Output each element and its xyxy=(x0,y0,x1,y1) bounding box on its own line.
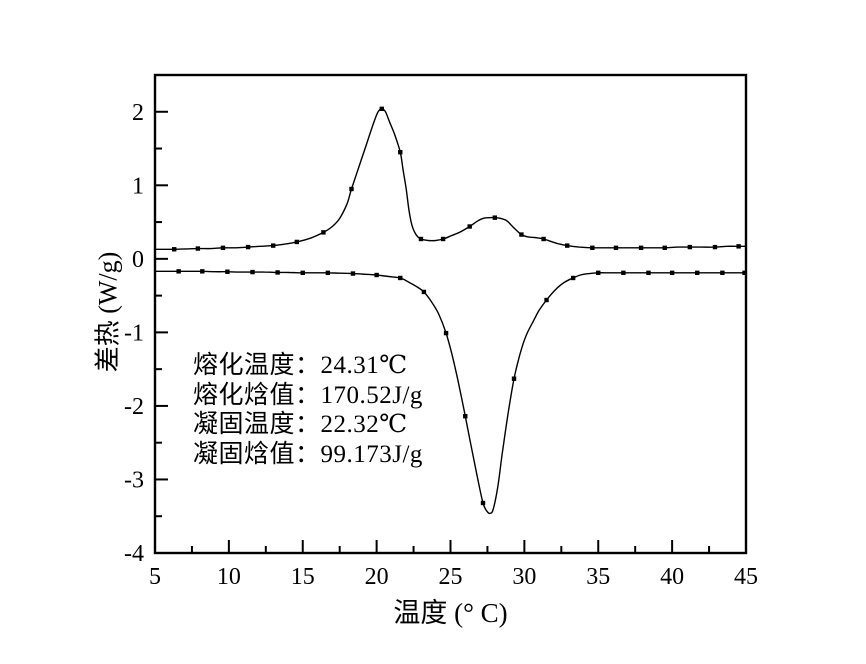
x-tick-label: 5 xyxy=(149,564,161,590)
melting-curve-marker xyxy=(541,236,546,242)
melting-curve-marker xyxy=(418,236,424,242)
y-tick-label: 0 xyxy=(132,247,144,273)
annotation-line-freezing-enthalpy: 凝固焓值：99.173J/g xyxy=(193,440,423,468)
x-tick-label: 40 xyxy=(660,564,684,590)
freezing-curve-marker xyxy=(325,270,331,276)
x-tick-label: 30 xyxy=(512,564,536,590)
melting-curve-marker xyxy=(613,245,619,251)
melting-curve-marker xyxy=(195,246,201,251)
y-tick-label: -3 xyxy=(124,467,144,493)
freezing-curve-marker xyxy=(374,272,379,278)
freezing-curve-marker xyxy=(544,297,549,303)
x-tick-label: 20 xyxy=(365,564,389,590)
melting-curve-marker xyxy=(398,150,403,155)
y-tick-label: -4 xyxy=(124,541,144,567)
melting-curve-marker xyxy=(379,106,384,112)
melting-curve-marker xyxy=(440,236,446,242)
melting-curve-marker xyxy=(321,230,326,235)
melting-curve-marker xyxy=(662,245,667,251)
x-tick-label: 15 xyxy=(291,564,315,590)
freezing-curve-marker xyxy=(176,269,181,274)
x-tick-label: 35 xyxy=(586,564,610,590)
x-tick-label: 10 xyxy=(217,564,241,590)
melting-curve xyxy=(155,108,746,250)
freezing-curve-marker xyxy=(695,270,700,276)
freezing-curve-marker xyxy=(443,330,449,336)
freezing-curve-marker xyxy=(275,270,280,275)
x-tick-label: 25 xyxy=(439,564,463,590)
y-tick-label: 2 xyxy=(132,100,144,126)
melting-curve-marker xyxy=(687,244,693,250)
melting-curve-marker xyxy=(565,243,570,248)
freezing-curve-marker xyxy=(250,269,255,275)
freezing-curve-marker xyxy=(421,289,427,295)
freezing-curve-marker xyxy=(200,269,205,274)
melting-curve-marker xyxy=(294,239,300,245)
freezing-curve xyxy=(154,270,747,515)
melting-curve-marker xyxy=(349,186,354,192)
melting-curve-marker xyxy=(638,245,644,251)
y-tick-label: -2 xyxy=(124,394,144,420)
freezing-curve-marker xyxy=(596,270,601,276)
melting-curve-marker xyxy=(172,247,177,252)
freezing-curve-marker xyxy=(621,270,626,276)
freezing-curve-marker xyxy=(225,269,230,274)
freezing-curve-marker xyxy=(646,270,651,276)
freezing-curve-marker xyxy=(720,270,725,276)
melting-curve-marker xyxy=(736,244,741,249)
freezing-curve-marker xyxy=(300,270,305,276)
y-tick-label: 1 xyxy=(132,173,144,199)
melting-curve-marker xyxy=(590,245,595,251)
melting-curve-marker xyxy=(467,224,472,229)
melting-curve-marker xyxy=(245,244,251,250)
melting-curve-marker xyxy=(519,232,524,237)
melting-curve-marker xyxy=(220,245,226,251)
x-tick-label: 45 xyxy=(734,564,758,590)
x-axis-title: 温度 (° C) xyxy=(393,598,508,628)
annotation-block: 熔化温度：24.31℃ 熔化焓值：170.52J/g 凝固温度：22.32℃ 凝… xyxy=(193,351,423,469)
y-axis-title: 差热 (W/g) xyxy=(93,251,123,373)
freezing-curve-marker xyxy=(480,500,486,506)
freezing-curve-marker xyxy=(463,414,468,419)
melting-curve-marker xyxy=(492,215,498,220)
plot-border xyxy=(153,73,748,555)
freezing-curve-marker xyxy=(669,270,675,276)
melting-curve-marker xyxy=(712,244,718,250)
annotation-line-freezing-temperature: 凝固温度：22.32℃ xyxy=(193,411,408,438)
annotation-line-melting-enthalpy: 熔化焓值：170.52J/g xyxy=(193,381,423,409)
freezing-curve-marker xyxy=(570,275,576,281)
y-tick-label: -1 xyxy=(124,320,144,346)
freezing-curve-marker xyxy=(350,271,356,276)
annotation-line-melting-temperature: 熔化温度：24.31℃ xyxy=(193,352,408,379)
freezing-curve-marker xyxy=(742,270,747,276)
freezing-curve-marker xyxy=(511,376,517,381)
melting-curve-marker xyxy=(271,243,276,248)
freezing-curve-marker xyxy=(398,275,403,281)
